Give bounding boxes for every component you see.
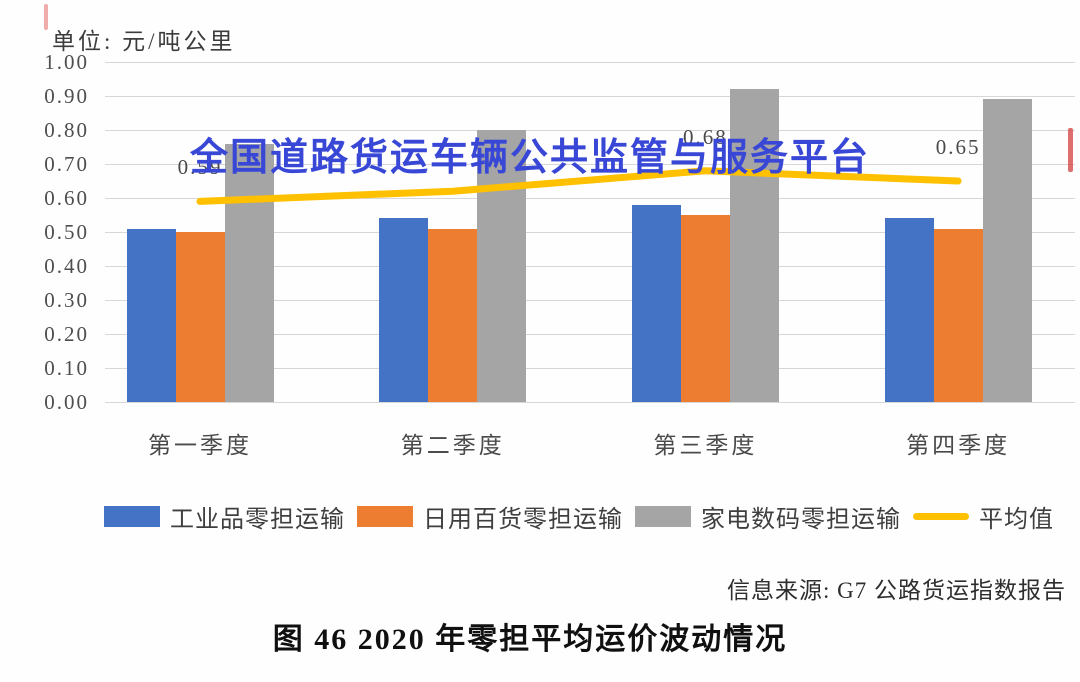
y-axis-tick-label: 0.40 [44, 254, 89, 278]
legend: 工业品零担运输 日用百货零担运输 家电数码零担运输 平均值 [104, 503, 1054, 533]
y-axis: 0.00 0.10 0.20 0.30 0.40 0.50 0.60 0.70 0.80 0.90… [0, 50, 95, 414]
legend-item-日用百货零担运输: 日用百货零担运输 [357, 499, 623, 534]
legend-label: 平均值 [979, 506, 1054, 533]
legend-item-平均值: 平均值 [913, 499, 1054, 534]
gridline [105, 163, 1075, 165]
legend-color-swatch [104, 505, 160, 527]
bar-家电数码零担运输-第一季度 [224, 143, 274, 402]
bar-工业品零担运输-第三季度 [631, 204, 681, 402]
legend-color-swatch [357, 505, 413, 527]
legend-label: 工业品零担运输 [170, 506, 345, 533]
legend-color-swatch [635, 505, 691, 527]
x-axis-tick-label: 第四季度 [906, 433, 1011, 458]
y-axis-tick-label: 0.90 [44, 84, 89, 108]
gridline [105, 129, 1075, 131]
y-axis-tick-label: 0.70 [44, 152, 89, 176]
y-axis-tick-label: 0.50 [44, 220, 89, 244]
gridline [105, 367, 1075, 369]
y-axis-tick-label: 0.30 [44, 288, 89, 312]
y-axis-tick-label: 0.10 [44, 356, 89, 380]
red-artifact-mark-right-edge [1068, 128, 1073, 172]
legend-label: 家电数码零担运输 [701, 506, 901, 533]
x-axis-tick-label: 第一季度 [148, 433, 252, 458]
gridline [105, 61, 1075, 63]
bar-工业品零担运输-第二季度 [379, 218, 429, 402]
line-point-label: 0.65 [935, 135, 981, 159]
gridline [105, 333, 1075, 335]
bar-日用百货零担运输-第一季度 [175, 232, 225, 402]
bar-家电数码零担运输-第四季度 [982, 99, 1032, 402]
watermark-text: 全国道路货运车辆公共监管与服务平台 [190, 137, 871, 179]
gridline [105, 265, 1075, 267]
average-line [196, 167, 962, 205]
figure-caption: 图 46 2020 年零担平均运价波动情况 [272, 623, 788, 656]
bar-工业品零担运输-第一季度 [126, 228, 176, 402]
legend-line-swatch [913, 512, 969, 520]
legend-item-工业品零担运输: 工业品零担运输 [104, 499, 345, 534]
gridline [105, 231, 1075, 233]
y-axis-tick-label: 0.20 [44, 322, 89, 346]
bar-日用百货零担运输-第三季度 [680, 215, 730, 402]
x-axis-tick-label: 第二季度 [400, 433, 505, 458]
x-axis-tick-label: 第三季度 [653, 433, 758, 458]
bar-家电数码零担运输-第三季度 [729, 89, 779, 402]
y-axis-tick-label: 1.00 [44, 50, 89, 74]
gridline [105, 401, 1075, 403]
gridline [105, 95, 1075, 97]
legend-label: 日用百货零担运输 [423, 506, 623, 533]
gridline [105, 299, 1075, 301]
y-axis-tick-label: 0.00 [44, 390, 89, 414]
y-axis-tick-label: 0.60 [44, 186, 89, 210]
legend-item-家电数码零担运输: 家电数码零担运输 [635, 499, 901, 534]
bar-日用百货零担运输-第二季度 [428, 228, 478, 402]
bar-工业品零担运输-第四季度 [884, 218, 934, 402]
line-point-label: 0.68 [683, 124, 728, 149]
gridline [105, 197, 1075, 199]
unit-label: 单位: 元/吨公里 [52, 29, 236, 54]
bar-日用百货零担运输-第四季度 [933, 228, 983, 402]
y-axis-tick-label: 0.80 [44, 118, 89, 142]
bar-家电数码零担运输-第二季度 [477, 130, 527, 402]
x-axis: 第一季度 第二季度 第三季度 第四季度 [105, 426, 1075, 458]
source-note: 信息来源: G7 公路货运指数报告 [727, 578, 1066, 603]
red-artifact-mark-top-left [44, 4, 48, 30]
plot-area: 0.59 0.68 0.65 [105, 61, 1075, 403]
line-point-label: 0.59 [177, 155, 223, 180]
